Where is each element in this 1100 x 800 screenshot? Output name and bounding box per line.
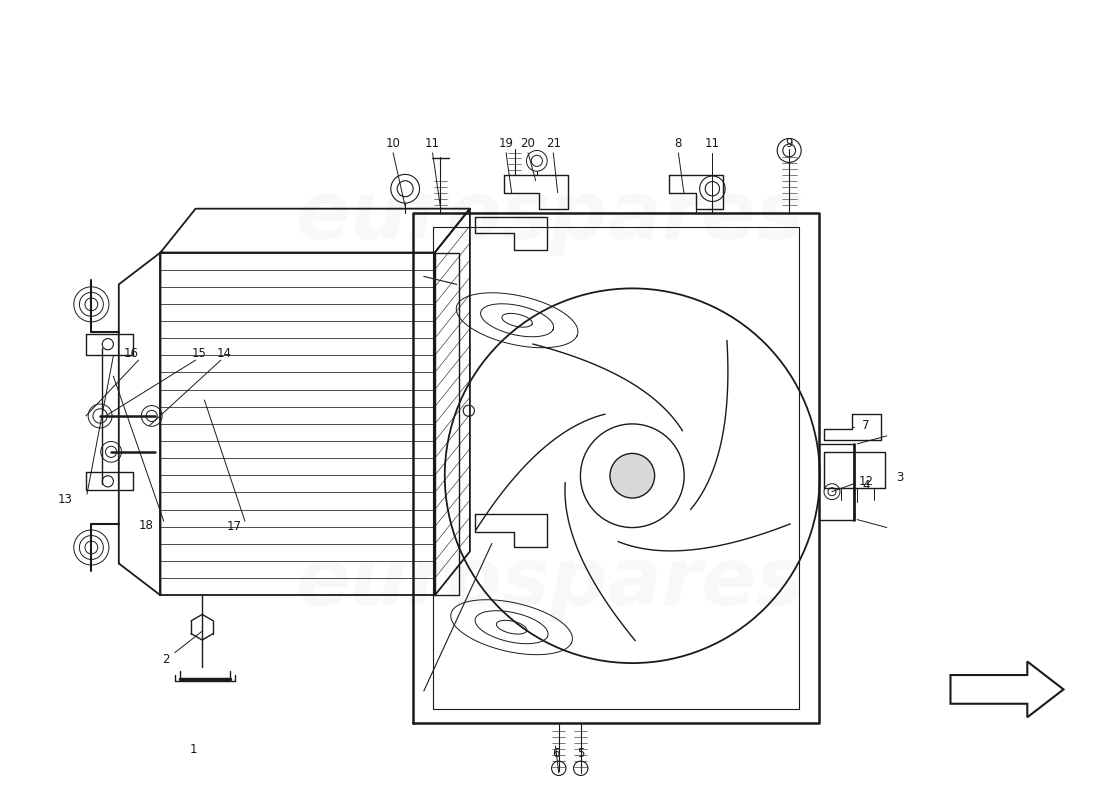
Text: 11: 11 [425, 137, 440, 150]
Text: 15: 15 [191, 347, 207, 360]
Text: 1: 1 [189, 742, 197, 756]
Text: 18: 18 [139, 519, 154, 533]
Text: 20: 20 [520, 137, 536, 150]
Text: 8: 8 [674, 137, 682, 150]
Text: 19: 19 [498, 137, 514, 150]
Text: 4: 4 [862, 479, 870, 492]
Text: 13: 13 [57, 493, 73, 506]
Text: 12: 12 [858, 475, 873, 488]
Ellipse shape [609, 454, 654, 498]
Text: 2: 2 [162, 653, 169, 666]
Text: 7: 7 [862, 419, 870, 432]
Text: eurospares: eurospares [296, 178, 804, 256]
Polygon shape [950, 662, 1064, 718]
Text: 3: 3 [896, 471, 904, 484]
Text: 14: 14 [217, 347, 232, 360]
Text: 21: 21 [546, 137, 561, 150]
Text: 11: 11 [705, 137, 719, 150]
Text: 9: 9 [785, 137, 793, 150]
Text: 10: 10 [386, 137, 400, 150]
Text: eurospares: eurospares [296, 544, 804, 622]
Text: 17: 17 [227, 520, 242, 534]
Text: 6: 6 [552, 746, 559, 760]
Text: 5: 5 [578, 746, 584, 760]
Text: 16: 16 [123, 347, 139, 360]
